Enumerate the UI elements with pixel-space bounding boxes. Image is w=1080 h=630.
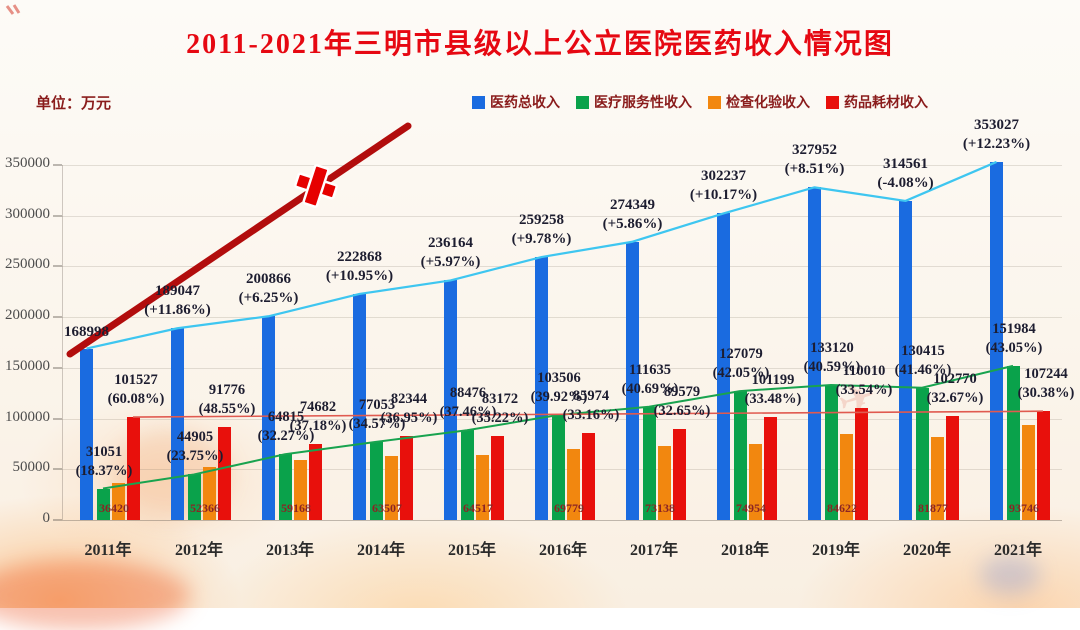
- bar-医药总收入-2011年: [80, 348, 93, 520]
- y-axis-line: [62, 165, 63, 520]
- legend-label: 药品耗材收入: [844, 96, 928, 111]
- bar-value-label: 314561 (-4.08%): [877, 155, 934, 191]
- bar-检查化验收入-2021年: [1021, 424, 1035, 520]
- legend-item-2: 检查化验收入: [708, 92, 810, 112]
- bar-value-label: 353027 (+12.23%): [962, 116, 1031, 152]
- gridline: [62, 520, 1062, 521]
- bar-value-label: 81877: [918, 501, 948, 515]
- bar-value-label: 64517: [463, 501, 493, 515]
- legend-label: 医疗服务性收入: [594, 96, 692, 111]
- y-axis-tick: [53, 214, 62, 217]
- x-axis-label-2018年: 2018年: [720, 542, 769, 559]
- unit-label: 单位：万元: [36, 96, 112, 112]
- background-glow-bottom-left: [0, 560, 190, 630]
- x-axis-label-2017年: 2017年: [629, 542, 678, 559]
- x-axis-label-2015年: 2015年: [447, 542, 496, 559]
- y-axis-tick: [53, 316, 62, 319]
- y-axis-tick: [53, 164, 62, 166]
- bar-药品耗材收入-2021年: [1036, 411, 1050, 520]
- x-axis-label-2012年: 2012年: [174, 542, 223, 559]
- y-axis-tick: [53, 366, 62, 369]
- x-axis-label-2021年: 2021年: [993, 542, 1042, 559]
- legend: 医药总收入 医疗服务性收入 检查化验收入 药品耗材收入: [450, 92, 950, 112]
- y-axis-tick-label: 300000: [5, 205, 50, 222]
- x-axis-label-2016年: 2016年: [538, 542, 587, 559]
- corner-brush-mark: [5, 4, 21, 15]
- legend-item-1: 医疗服务性收入: [576, 92, 692, 112]
- y-axis-tick-label: 350000: [5, 155, 50, 171]
- y-axis-tick: [53, 265, 62, 268]
- legend-label: 医药总收入: [490, 96, 560, 111]
- chart-title: 2011-2021年三明市县级以上公立医院医药收入情况图: [186, 29, 894, 60]
- bar-value-label: 52366: [190, 501, 220, 515]
- x-axis-label-2011年: 2011年: [84, 542, 132, 559]
- medical-cross-arm: [294, 172, 338, 200]
- x-axis-label-2013年: 2013年: [265, 542, 314, 559]
- y-axis-tick-label: 50000: [12, 459, 51, 476]
- bar-value-label: 107244 (30.38%): [1017, 366, 1075, 402]
- legend-label: 检查化验收入: [726, 96, 810, 111]
- bar-value-label: 73138: [645, 501, 675, 515]
- legend-swatch-icon: [576, 95, 589, 109]
- bar-value-label: 36420: [99, 501, 129, 515]
- bar-value-label: 93746: [1009, 501, 1039, 515]
- x-axis-label-2014年: 2014年: [356, 542, 405, 559]
- bar-value-label: 63507: [372, 501, 402, 515]
- y-axis-tick-label: 200000: [5, 307, 50, 324]
- bar-医疗服务性收入-2011年: [96, 488, 110, 520]
- y-axis-tick-label: 0: [42, 510, 51, 526]
- bar-医药总收入-2012年: [171, 328, 184, 520]
- bar-value-label: 74954: [736, 501, 766, 515]
- gridline: [62, 266, 1062, 268]
- bar-value-label: 168998: [64, 323, 109, 340]
- y-axis-tick-label: 250000: [5, 256, 50, 273]
- medical-cross-icon: [294, 164, 338, 208]
- y-axis-tick: [53, 519, 62, 521]
- legend-item-3: 药品耗材收入: [826, 92, 928, 112]
- legend-swatch-icon: [708, 95, 721, 109]
- medical-cross-arm: [302, 164, 330, 208]
- y-axis-tick-label: 100000: [5, 408, 50, 425]
- y-axis-tick-label: 150000: [5, 357, 50, 374]
- y-axis-tick: [53, 417, 62, 420]
- bar-检查化验收入-2011年: [111, 483, 125, 520]
- y-axis-tick: [53, 468, 62, 471]
- bar-value-label: 84622: [827, 501, 857, 515]
- legend-swatch-icon: [826, 95, 839, 109]
- bar-value-label: 59168: [281, 501, 311, 515]
- legend-swatch-icon: [472, 95, 485, 109]
- background-glow-bottom-right: [980, 555, 1040, 595]
- bar-value-label: 69779: [554, 501, 584, 515]
- bar-value-label: 151984 (43.05%): [985, 320, 1043, 356]
- x-axis-label-2020年: 2020年: [902, 542, 951, 559]
- x-axis-label-2019年: 2019年: [811, 542, 860, 559]
- legend-item-0: 医药总收入: [472, 92, 560, 112]
